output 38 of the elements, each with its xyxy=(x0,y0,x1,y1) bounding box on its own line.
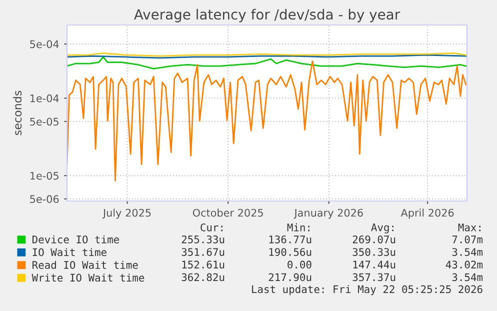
legend-label: Write IO Wait time xyxy=(32,274,144,282)
y-axis-title: seconds xyxy=(13,90,22,136)
y-tick-label: 5e-05 xyxy=(30,118,58,126)
text: 152.61u xyxy=(182,260,224,269)
y-tick-label: 5e-06 xyxy=(30,195,59,204)
text: 269.07u xyxy=(352,235,396,244)
text: 362.82u xyxy=(182,273,224,282)
text: 0.00 xyxy=(288,260,312,269)
x-tick-label: April 2026 xyxy=(400,208,454,219)
x-tick-label: January 2026 xyxy=(294,208,363,219)
text: 351.67u xyxy=(182,248,224,256)
text: Last update: Fri May 22 05:25:25 2026 xyxy=(252,285,482,296)
text: Cur: xyxy=(200,223,222,232)
y-tick-label: 5e-04 xyxy=(30,40,59,48)
legend-label: Device IO time xyxy=(32,235,119,244)
text: 147.44u xyxy=(353,260,396,269)
x-tick-label: October 2025 xyxy=(192,208,263,217)
legend-label: Read IO Wait time xyxy=(32,260,138,269)
y-tick-label: 1e-05 xyxy=(30,172,58,180)
text: 255.33u xyxy=(182,235,224,244)
text: 7.07m xyxy=(452,235,483,244)
text: Avg: xyxy=(371,224,394,234)
text: Min: xyxy=(287,223,310,232)
line-series xyxy=(67,60,467,182)
text: 3.54m xyxy=(452,248,483,256)
text: 3.54m xyxy=(452,273,483,282)
text: 350.33u xyxy=(352,248,396,256)
text: Max: xyxy=(458,224,480,232)
y-tick-label: 1e-04 xyxy=(30,94,59,102)
text: 357.37u xyxy=(352,273,396,282)
legend-label: IO Wait time xyxy=(32,248,106,256)
text: 43.02m xyxy=(446,260,483,269)
x-tick-label: July 2025 xyxy=(102,208,151,219)
text: 190.56u xyxy=(269,248,312,256)
text: 136.77u xyxy=(269,235,312,244)
text: 217.90u xyxy=(268,273,312,282)
line-series xyxy=(67,56,467,70)
chart-title: Average latency for /dev/sda - by year xyxy=(134,8,400,22)
